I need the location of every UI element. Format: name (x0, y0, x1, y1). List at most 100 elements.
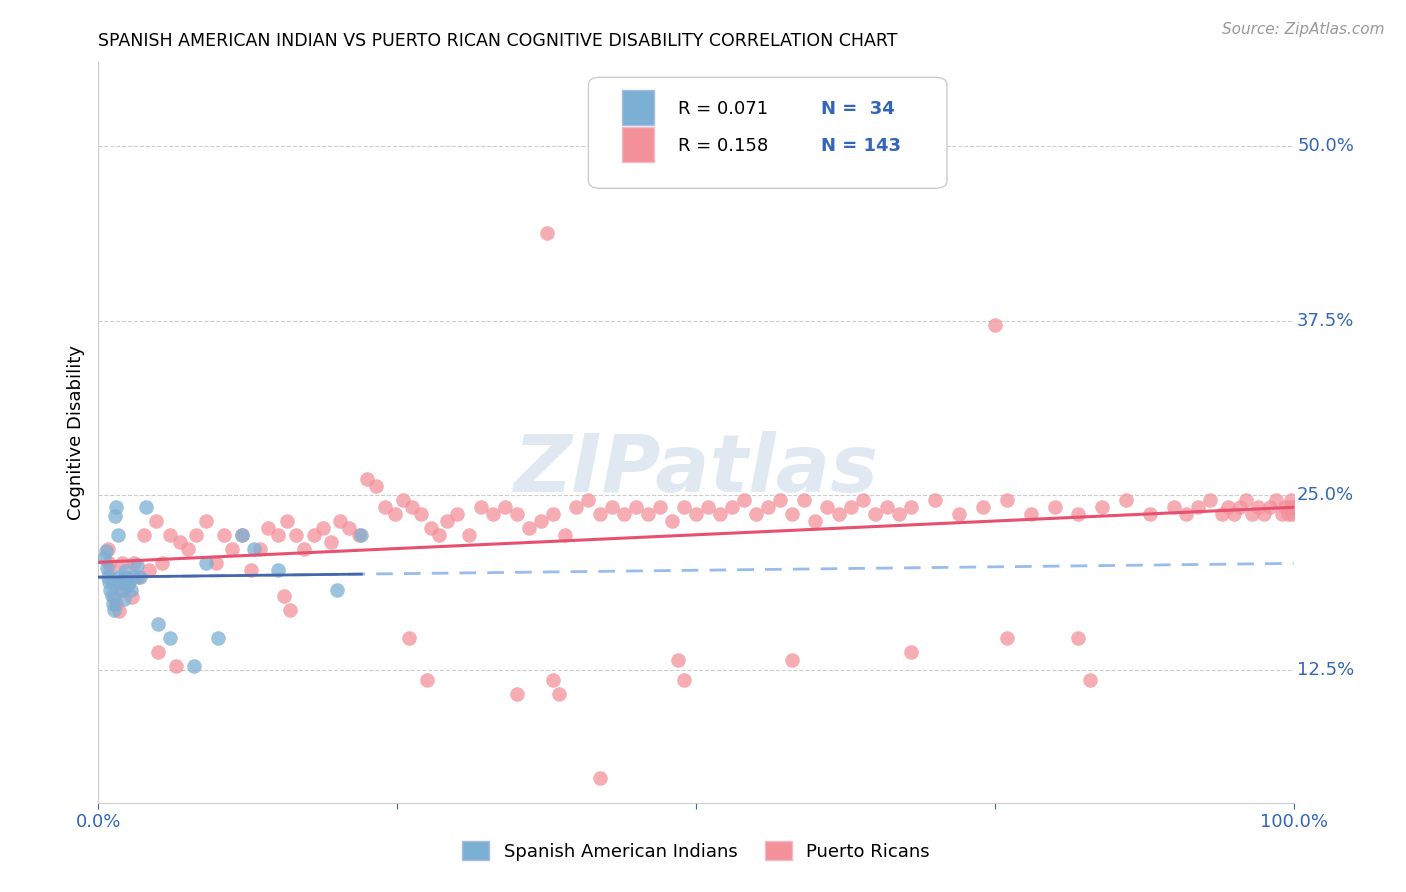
Point (114, 564, 136, 578)
Point (117, 576, 139, 591)
Point (112, 591, 135, 606)
Point (554, 527, 576, 541)
Point (124, 569, 146, 583)
Point (384, 507, 406, 521)
Point (1139, 507, 1161, 521)
FancyBboxPatch shape (621, 90, 654, 126)
Point (108, 576, 131, 591)
Point (278, 603, 301, 617)
Point (804, 514, 827, 528)
Point (159, 631, 181, 645)
Text: ZIPatlas: ZIPatlas (513, 431, 879, 508)
Point (1264, 492, 1286, 507)
Point (876, 500, 898, 514)
Point (195, 556, 218, 570)
Point (207, 631, 229, 645)
Point (145, 514, 167, 528)
Point (1277, 507, 1299, 521)
Point (565, 500, 588, 514)
Point (221, 541, 243, 556)
Point (1043, 500, 1066, 514)
Point (1253, 507, 1275, 521)
Point (1282, 500, 1305, 514)
Text: R = 0.158: R = 0.158 (678, 137, 768, 155)
Text: 50.0%: 50.0% (1298, 137, 1354, 155)
Point (436, 514, 458, 528)
Point (458, 527, 481, 541)
Point (204, 556, 226, 570)
Point (733, 492, 755, 507)
Point (101, 576, 124, 591)
Point (94, 544, 117, 558)
Point (1247, 500, 1270, 514)
Point (841, 500, 863, 514)
Point (613, 507, 636, 521)
Text: R = 0.071: R = 0.071 (678, 100, 768, 118)
Point (416, 673, 439, 687)
Point (127, 569, 149, 583)
Point (135, 500, 157, 514)
Point (536, 226, 558, 240)
Point (103, 591, 125, 605)
Point (481, 507, 505, 521)
Point (721, 500, 744, 514)
Point (1216, 500, 1239, 514)
Point (637, 507, 659, 521)
Point (768, 492, 790, 507)
Point (364, 479, 387, 493)
Point (1115, 492, 1137, 507)
Point (105, 598, 128, 612)
Point (114, 569, 136, 583)
Point (183, 659, 205, 673)
Point (709, 507, 731, 521)
Point (419, 520, 441, 534)
Point (506, 507, 529, 521)
Point (924, 492, 946, 507)
Point (1211, 507, 1233, 521)
Point (124, 556, 146, 570)
Point (93, 551, 115, 566)
Point (107, 569, 129, 583)
Text: N = 143: N = 143 (821, 137, 901, 155)
Point (1067, 507, 1090, 521)
Text: 25.0%: 25.0% (1298, 486, 1354, 505)
Point (321, 534, 343, 549)
Point (159, 527, 181, 541)
Point (589, 507, 612, 521)
Point (852, 492, 875, 507)
Point (273, 589, 295, 603)
Point (602, 500, 624, 514)
Point (104, 509, 127, 524)
Point (284, 527, 307, 541)
Point (195, 514, 218, 528)
Point (150, 556, 173, 570)
Point (110, 583, 132, 598)
Point (105, 500, 128, 514)
Point (995, 492, 1018, 507)
Point (780, 653, 803, 667)
FancyBboxPatch shape (621, 127, 654, 162)
Point (666, 653, 689, 667)
Text: 37.5%: 37.5% (1298, 312, 1354, 330)
Point (107, 604, 129, 618)
Point (98, 575, 121, 590)
Point (132, 527, 155, 541)
Point (427, 527, 450, 541)
Point (1229, 500, 1251, 514)
Point (589, 771, 612, 785)
Point (1067, 631, 1090, 645)
Point (292, 541, 315, 556)
Point (648, 500, 672, 514)
Point (1175, 507, 1198, 521)
Text: N =  34: N = 34 (821, 100, 896, 118)
Point (756, 500, 779, 514)
Point (148, 617, 170, 632)
Point (267, 527, 290, 541)
Point (547, 687, 569, 701)
Point (1240, 507, 1263, 521)
Point (100, 589, 122, 603)
Point (374, 500, 396, 514)
Point (267, 562, 290, 576)
Point (494, 500, 516, 514)
Point (169, 534, 191, 549)
